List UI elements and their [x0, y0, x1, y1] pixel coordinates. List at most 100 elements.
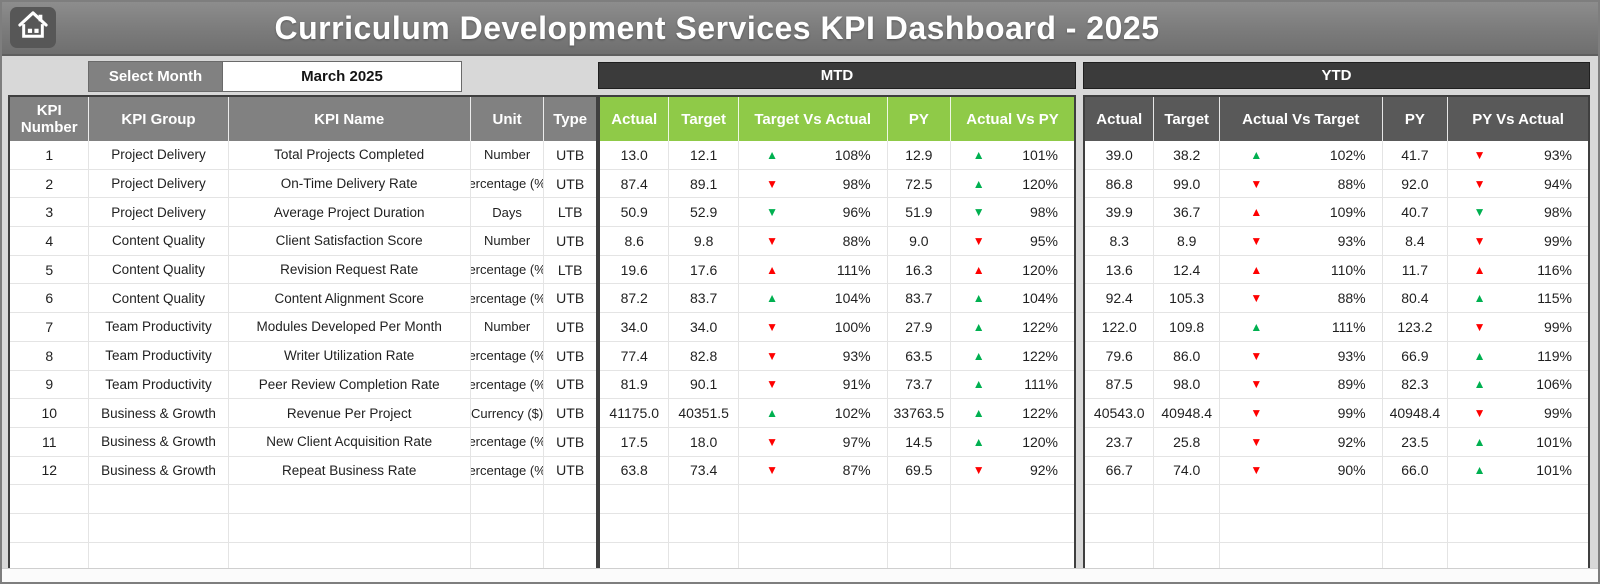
cell-kpi-name[interactable]: Revenue Per Project [229, 399, 471, 427]
cell-kpi-name[interactable]: Peer Review Completion Rate [229, 370, 471, 399]
cell-kpi-group[interactable]: Project Delivery [89, 141, 229, 169]
cell-empty[interactable] [544, 485, 596, 513]
cell-mtd-target[interactable]: 34.0 [669, 313, 739, 341]
cell-mtd-target-vs-actual[interactable]: ▲ 104% [739, 284, 888, 313]
cell-ytd-actual-vs-target[interactable]: ▼ 90% [1220, 456, 1383, 485]
cell-ytd-actual[interactable]: 79.6 [1085, 341, 1155, 370]
cell-empty[interactable] [471, 542, 545, 568]
cell-kpi-number[interactable]: 12 [10, 456, 90, 485]
cell-empty[interactable] [669, 513, 739, 542]
cell-mtd-actual-vs-py[interactable]: ▲ 111% [951, 371, 1074, 399]
cell-ytd-target[interactable]: 98.0 [1154, 370, 1220, 399]
cell-empty[interactable] [669, 542, 739, 568]
cell-empty[interactable] [739, 513, 888, 542]
cell-mtd-actual-vs-py[interactable]: ▲ 120% [951, 170, 1074, 198]
cell-type[interactable]: UTB [556, 347, 585, 364]
cell-kpi-name[interactable]: Total Projects Completed [229, 141, 471, 169]
cell-type[interactable]: UTB [556, 376, 585, 393]
cell-kpi-number[interactable]: 11 [10, 427, 90, 456]
cell-ytd-py-vs-actual[interactable]: ▲ 115% [1448, 284, 1588, 312]
cell-empty[interactable] [10, 513, 90, 542]
cell-ytd-target[interactable]: 74.0 [1154, 456, 1220, 485]
cell-ytd-actual-vs-target[interactable]: ▲ 102% [1220, 141, 1383, 169]
cell-kpi-number[interactable]: 10 [10, 399, 90, 427]
cell-ytd-actual[interactable]: 40543.0 [1085, 399, 1155, 427]
cell-ytd-py[interactable]: 11.7 [1383, 255, 1449, 284]
cell-ytd-actual[interactable]: 66.7 [1085, 456, 1155, 485]
cell-kpi-name[interactable]: Client Satisfaction Score [229, 227, 471, 255]
cell-mtd-target[interactable]: 82.8 [669, 341, 739, 370]
cell-kpi-name[interactable]: New Client Acquisition Rate [229, 427, 471, 456]
cell-mtd-actual[interactable]: 63.8 [600, 456, 670, 485]
cell-empty[interactable] [1154, 485, 1220, 513]
cell-mtd-py[interactable]: 12.9 [888, 141, 952, 169]
cell-mtd-actual[interactable]: 34.0 [600, 313, 670, 341]
cell-mtd-target-vs-actual[interactable]: ▲ 108% [739, 141, 888, 169]
cell-ytd-actual-vs-target[interactable]: ▼ 99% [1220, 399, 1383, 427]
cell-mtd-py[interactable]: 16.3 [888, 255, 952, 284]
cell-kpi-group[interactable]: Team Productivity [89, 341, 229, 370]
cell-kpi-name[interactable]: Content Alignment Score [229, 284, 471, 313]
cell-mtd-target-vs-actual[interactable]: ▼ 97% [739, 427, 888, 456]
cell-mtd-target[interactable]: 9.8 [669, 227, 739, 255]
cell-mtd-actual[interactable]: 41175.0 [600, 399, 670, 427]
cell-empty[interactable] [669, 485, 739, 513]
cell-ytd-target[interactable]: 12.4 [1154, 255, 1220, 284]
cell-mtd-target[interactable]: 17.6 [669, 255, 739, 284]
cell-kpi-group[interactable]: Content Quality [89, 227, 229, 255]
cell-ytd-actual-vs-target[interactable]: ▲ 110% [1220, 255, 1383, 284]
cell-mtd-actual-vs-py[interactable]: ▲ 122% [951, 399, 1074, 427]
cell-ytd-actual[interactable]: 13.6 [1085, 255, 1155, 284]
cell-empty[interactable] [1154, 542, 1220, 568]
cell-mtd-actual-vs-py[interactable]: ▲ 122% [951, 342, 1074, 370]
cell-mtd-py[interactable]: 69.5 [888, 456, 952, 485]
cell-kpi-number[interactable]: 3 [10, 198, 90, 227]
cell-ytd-actual-vs-target[interactable]: ▼ 88% [1220, 169, 1383, 198]
cell-empty[interactable] [471, 485, 545, 513]
cell-mtd-target[interactable]: 83.7 [669, 284, 739, 313]
cell-empty[interactable] [951, 543, 1074, 568]
cell-mtd-target-vs-actual[interactable]: ▼ 88% [739, 227, 888, 255]
cell-empty[interactable] [229, 513, 471, 542]
cell-mtd-py[interactable]: 9.0 [888, 227, 952, 255]
cell-mtd-target[interactable]: 89.1 [669, 169, 739, 198]
cell-ytd-py-vs-actual[interactable]: ▼ 94% [1448, 170, 1588, 198]
cell-ytd-py[interactable]: 40948.4 [1383, 399, 1449, 427]
cell-ytd-actual[interactable]: 87.5 [1085, 370, 1155, 399]
cell-ytd-py[interactable]: 66.0 [1383, 456, 1449, 485]
cell-kpi-name[interactable]: Writer Utilization Rate [229, 341, 471, 370]
cell-mtd-target-vs-actual[interactable]: ▼ 96% [739, 198, 888, 227]
home-button[interactable] [10, 7, 56, 48]
cell-empty[interactable] [10, 485, 90, 513]
cell-mtd-actual[interactable]: 77.4 [600, 341, 670, 370]
cell-empty[interactable] [1383, 485, 1449, 513]
cell-empty[interactable] [600, 513, 670, 542]
cell-ytd-py-vs-actual[interactable]: ▲ 101% [1448, 457, 1588, 485]
cell-empty[interactable] [1448, 514, 1588, 542]
cell-empty[interactable] [471, 513, 545, 542]
cell-ytd-target[interactable]: 99.0 [1154, 169, 1220, 198]
cell-mtd-py[interactable]: 73.7 [888, 370, 952, 399]
cell-empty[interactable] [1448, 543, 1588, 568]
cell-mtd-py[interactable]: 14.5 [888, 427, 952, 456]
cell-ytd-py-vs-actual[interactable]: ▼ 93% [1448, 141, 1588, 169]
cell-empty[interactable] [1220, 513, 1383, 542]
cell-empty[interactable] [1085, 485, 1155, 513]
cell-empty[interactable] [1085, 513, 1155, 542]
cell-mtd-py[interactable]: 27.9 [888, 313, 952, 341]
cell-ytd-py-vs-actual[interactable]: ▼ 99% [1448, 227, 1588, 255]
cell-kpi-group[interactable]: Content Quality [89, 284, 229, 313]
cell-ytd-py[interactable]: 123.2 [1383, 313, 1449, 341]
cell-kpi-group[interactable]: Team Productivity [89, 313, 229, 341]
cell-kpi-number[interactable]: 4 [10, 227, 90, 255]
cell-empty[interactable] [888, 485, 952, 513]
cell-kpi-group[interactable]: Project Delivery [89, 169, 229, 198]
cell-empty[interactable] [1154, 513, 1220, 542]
cell-ytd-py[interactable]: 40.7 [1383, 198, 1449, 227]
cell-ytd-target[interactable]: 36.7 [1154, 198, 1220, 227]
cell-ytd-py[interactable]: 66.9 [1383, 341, 1449, 370]
cell-mtd-target[interactable]: 12.1 [669, 141, 739, 169]
cell-ytd-actual-vs-target[interactable]: ▼ 89% [1220, 370, 1383, 399]
cell-type[interactable]: UTB [556, 405, 585, 422]
cell-ytd-py[interactable]: 8.4 [1383, 227, 1449, 255]
